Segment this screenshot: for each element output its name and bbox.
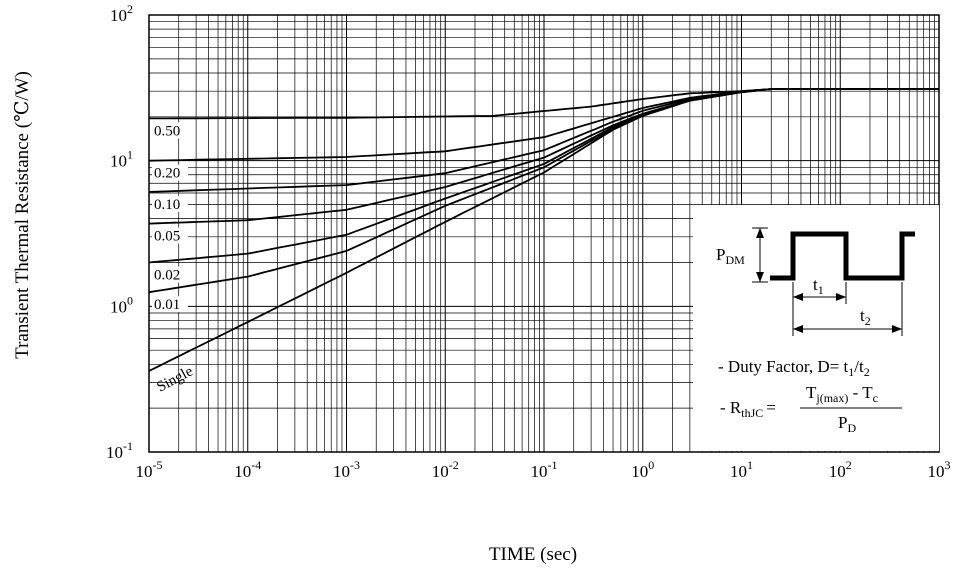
series-label-0-20: 0.20 [154, 166, 180, 182]
t1-label: t1 [813, 275, 824, 297]
y-tick-labels: 10-1 100 101 102 [106, 2, 133, 462]
series-label-0-02: 0.02 [154, 267, 180, 283]
t2-label: t2 [860, 306, 871, 328]
grid [148, 15, 939, 453]
pulse-waveform [770, 231, 915, 281]
y-tick-label: 102 [110, 2, 133, 25]
series-label-single: Single [154, 363, 196, 395]
series-label-0-10: 0.10 [154, 197, 180, 213]
series-label-background [152, 122, 188, 139]
series-label-background [152, 227, 188, 244]
pdm-arrow-down-icon [756, 272, 764, 282]
series-label-background [152, 296, 188, 313]
rth-formula-numerator: Tj(max) - Tc [806, 383, 878, 405]
pdm-arrow-up-icon [756, 228, 764, 238]
series-label-background [152, 266, 188, 283]
t2-arrow-left-icon [793, 325, 803, 333]
y-tick-label: 10-1 [106, 439, 133, 462]
x-tick-label: 10-3 [333, 458, 360, 481]
x-tick-label: 10-4 [234, 458, 261, 481]
x-tick-label: 10-5 [136, 458, 163, 481]
t2-arrow-right-icon [892, 325, 902, 333]
y-tick-label: 101 [110, 148, 133, 171]
series-label-background [152, 164, 188, 181]
rth-formula-lhs: - RthJC = [720, 398, 776, 420]
x-tick-label: 102 [829, 458, 852, 481]
inset-legend-box: PDM t1 t2 - Duty Factor, D= t1/t2 - RthJ… [693, 205, 939, 451]
y-axis-title: Transient Thermal Resistance (℃/W) [12, 71, 33, 359]
t1-arrow-left-icon [793, 293, 803, 301]
series-label-0-50: 0.50 [154, 123, 180, 139]
x-tick-label: 100 [631, 458, 654, 481]
series-label-0-01: 0.01 [154, 297, 180, 313]
pdm-label: PDM [716, 245, 745, 267]
rth-formula-denominator: PD [838, 413, 856, 435]
series-layer [148, 88, 939, 372]
x-axis-title: TIME (sec) [489, 544, 577, 565]
t1-arrow-right-icon [836, 293, 846, 301]
series-label-background [152, 195, 188, 212]
duty-factor-text: - Duty Factor, D= t1/t2 [718, 357, 870, 379]
series-label-0-05: 0.05 [154, 229, 180, 245]
x-tick-label: 101 [730, 458, 753, 481]
x-tick-label: 10-2 [432, 458, 459, 481]
x-tick-label: 103 [928, 458, 951, 481]
series-line-single [148, 88, 939, 372]
x-tick-label: 10-1 [531, 458, 558, 481]
y-tick-label: 100 [110, 293, 133, 316]
x-tick-labels: 10-5 10-4 10-3 10-2 10-1 100 101 102 103 [136, 458, 951, 481]
